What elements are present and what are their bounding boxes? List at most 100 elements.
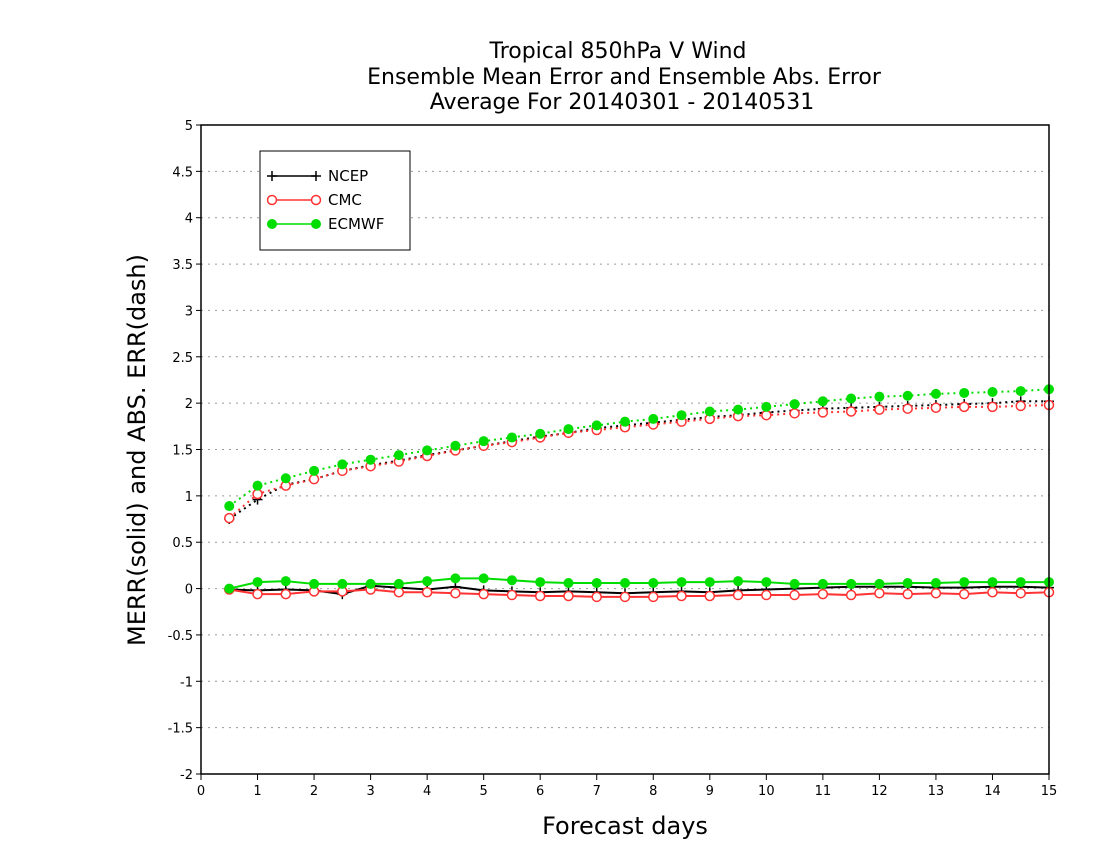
series-ecmwf-merr-point <box>252 577 263 588</box>
series-ecmwf-abs-err-point <box>393 450 404 461</box>
legend-marker-ecmwf <box>311 219 321 229</box>
x-tick-label: 11 <box>815 784 832 799</box>
series-ecmwf-merr-point <box>846 578 857 589</box>
series-cmc-merr-point <box>506 589 518 601</box>
series-ecmwf-merr-point <box>761 577 772 588</box>
series-cmc <box>224 399 1055 603</box>
x-tick-label: 6 <box>536 784 544 799</box>
series-ncep-abs-err-line <box>228 400 1049 520</box>
legend: NCEP CMC ECMWF <box>259 150 411 251</box>
legend-item-cmc: CMC <box>266 191 362 209</box>
x-tick-label: 13 <box>928 784 945 799</box>
series-ecmwf-merr-point <box>506 575 517 586</box>
series-cmc-abs-err-point <box>958 401 970 413</box>
y-tick-label: 3 <box>185 304 193 319</box>
y-tick-label: -1.5 <box>168 722 193 737</box>
legend-marker-cmc <box>310 194 322 206</box>
legend-item-ecmwf: ECMWF <box>267 215 384 233</box>
series-ecmwf-merr-point <box>365 578 376 589</box>
series-cmc-merr-point <box>648 591 659 603</box>
series-ecmwf-merr-point <box>874 578 885 589</box>
legend-label-cmc: CMC <box>328 191 362 209</box>
series-ecmwf-abs-err-point <box>591 420 602 431</box>
series-ecmwf-merr-point <box>902 578 913 589</box>
x-tick-label: 4 <box>423 784 431 799</box>
gridlines <box>201 170 1049 729</box>
legend-items: NCEP CMC ECMWF <box>266 167 384 233</box>
series-ecmwf-abs-err-point <box>535 428 546 439</box>
legend-label-ncep: NCEP <box>328 167 368 185</box>
y-tick-label: 1 <box>185 490 193 505</box>
series-ecmwf-merr-point <box>789 578 800 589</box>
series-ecmwf-merr-point <box>422 576 433 587</box>
series-ecmwf-abs-err-point <box>309 465 320 476</box>
series-cmc-merr-point <box>676 590 687 602</box>
series-ecmwf-abs-err-point <box>987 387 998 398</box>
y-tick-label: 4.5 <box>172 165 193 180</box>
x-tick-label: 15 <box>1041 784 1058 799</box>
legend-marker-ncep <box>311 171 321 181</box>
series-ecmwf-merr-point <box>280 576 291 587</box>
series-cmc-abs-err-point <box>817 407 829 418</box>
series-ecmwf-merr-point <box>309 578 320 589</box>
series-ncep <box>224 396 1054 600</box>
series-ecmwf <box>224 384 1054 594</box>
series-ecmwf-merr-point <box>930 578 941 589</box>
series-ecmwf-abs-err-point <box>337 459 348 470</box>
series-ecmwf-abs-err-point <box>252 480 263 491</box>
y-tick-label: 1.5 <box>172 444 193 459</box>
plot-frame <box>200 124 1050 775</box>
series-ecmwf-abs-err-point <box>902 390 913 401</box>
x-tick-label: 0 <box>197 784 205 799</box>
series-ecmwf-abs-err-point <box>959 387 970 398</box>
y-tick-label: 3.5 <box>172 258 193 273</box>
series-ecmwf-merr-point <box>987 577 998 588</box>
series-cmc-merr-point <box>789 589 800 601</box>
series-ecmwf-abs-err-point <box>620 416 630 427</box>
chart-title-line-1: Tropical 850hPa V Wind <box>488 39 746 64</box>
series-ecmwf-abs-err-point <box>280 473 291 484</box>
series-cmc-abs-err-point <box>902 403 913 414</box>
series-ecmwf-merr-point <box>733 576 744 587</box>
series-ecmwf-abs-err-point <box>930 388 941 399</box>
series-ecmwf-abs-err-line <box>228 388 1050 507</box>
chart-title-line-2: Ensemble Mean Error and Ensemble Abs. Er… <box>367 65 882 90</box>
y-tick-label: 2.5 <box>172 351 193 366</box>
series-ecmwf-abs-err-point <box>676 410 687 421</box>
series-ecmwf-abs-err-point <box>1015 386 1026 397</box>
series-ecmwf-merr-point <box>478 573 489 584</box>
series-ecmwf-abs-err-point <box>846 393 857 404</box>
series-ecmwf-merr-point <box>337 578 348 589</box>
series-ecmwf-merr-point <box>450 573 461 584</box>
series-cmc-merr-point <box>393 587 405 598</box>
series-cmc-merr-point <box>732 589 744 601</box>
series-ecmwf-merr-point <box>224 583 235 594</box>
y-tick-label: 0 <box>185 583 193 598</box>
series-cmc-abs-err-point <box>1015 400 1026 412</box>
series-cmc-merr-point <box>704 590 716 602</box>
plot-series <box>224 384 1055 603</box>
series-ecmwf-merr-point <box>648 578 659 589</box>
series-ecmwf-abs-err-point <box>648 413 659 424</box>
series-cmc-merr-point <box>817 588 829 600</box>
series-ecmwf-merr-point <box>535 577 546 588</box>
x-tick-label: 14 <box>984 784 1001 799</box>
series-ecmwf-abs-err-point <box>506 432 517 443</box>
y-tick-label: -0.5 <box>168 629 193 644</box>
series-cmc-merr-point <box>619 591 631 603</box>
series-cmc-merr-point <box>902 588 913 600</box>
x-tick-label: 5 <box>480 784 488 799</box>
series-ecmwf-abs-err-point <box>224 501 235 512</box>
series-ecmwf-merr-point <box>704 577 715 588</box>
series-cmc-abs-err-point <box>308 473 320 485</box>
series-ecmwf-abs-err-point <box>817 396 828 407</box>
series-ecmwf-merr-point <box>393 578 404 589</box>
series-cmc-abs-err-line <box>228 403 1050 519</box>
x-tick-label: 1 <box>253 784 261 799</box>
series-cmc-abs-err-point <box>224 512 235 524</box>
x-tick-label: 3 <box>366 784 374 799</box>
chart-title-line-3: Average For 20140301 - 20140531 <box>430 90 815 115</box>
series-ecmwf-abs-err-point <box>704 406 715 417</box>
x-tick-label: 9 <box>706 784 714 799</box>
series-ecmwf-merr-point <box>817 578 828 589</box>
